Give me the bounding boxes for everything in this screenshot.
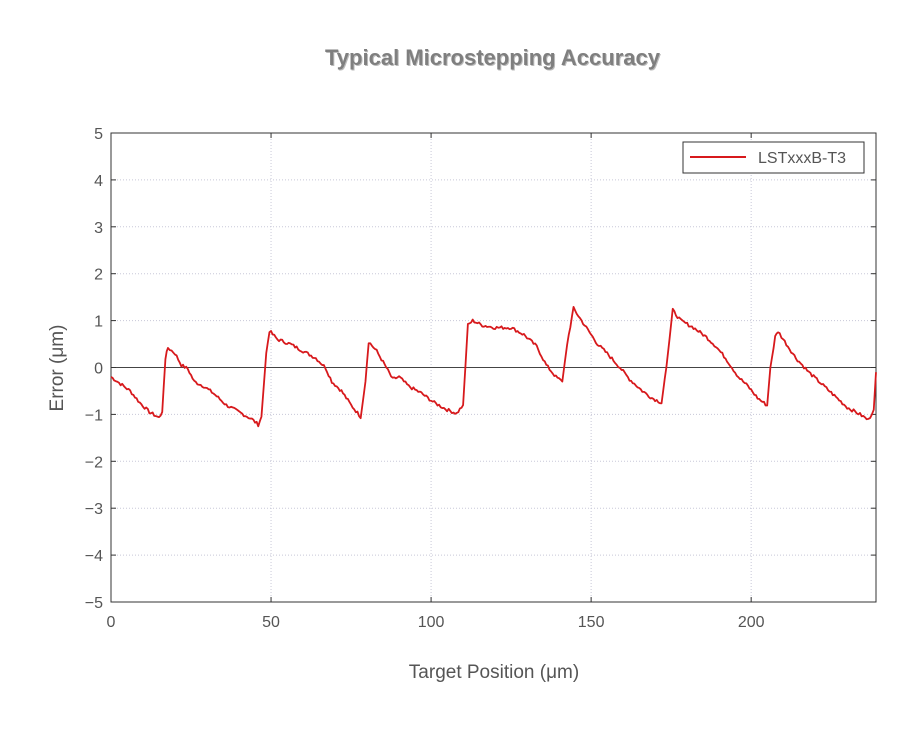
y-tick-label: −2 <box>85 454 103 471</box>
y-tick-label: 4 <box>94 173 103 190</box>
y-tick-label: 2 <box>94 267 103 284</box>
y-tick-label: −5 <box>85 595 103 612</box>
legend-label: LSTxxxB-T3 <box>758 150 846 167</box>
y-tick-label: 1 <box>94 314 103 331</box>
y-tick-label: −1 <box>85 407 103 424</box>
x-axis-label: Target Position (μm) <box>408 662 580 683</box>
y-tick-label: 3 <box>94 220 103 237</box>
x-tick-label: 0 <box>107 614 116 631</box>
x-tick-label: 100 <box>418 614 445 631</box>
x-tick-label: 150 <box>578 614 605 631</box>
y-tick-label: −4 <box>85 548 103 565</box>
y-tick-label: 0 <box>94 361 103 378</box>
series-line <box>110 305 877 428</box>
y-tick-label: −3 <box>85 501 103 518</box>
x-tick-label: 200 <box>738 614 765 631</box>
chart-title: Typical Microstepping Accuracy <box>325 45 660 70</box>
x-tick-label: 50 <box>262 614 280 631</box>
y-tick-label: 5 <box>94 126 103 143</box>
